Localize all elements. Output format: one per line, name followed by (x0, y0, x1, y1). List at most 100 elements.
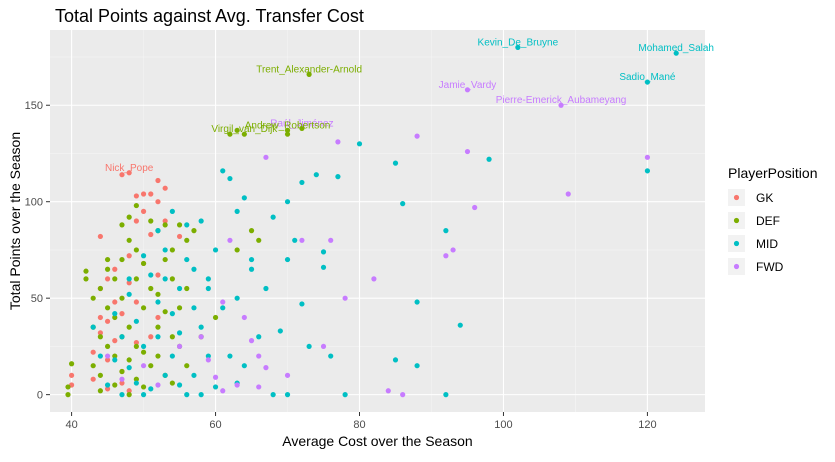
point-def (119, 368, 125, 375)
point-annotation: Kevin_De_Bruyne (478, 37, 559, 48)
point-gk (133, 218, 139, 224)
point-gk (119, 172, 125, 178)
point-def (68, 361, 75, 367)
point-gk (97, 330, 103, 336)
point-fwd (248, 338, 255, 344)
point-fwd (328, 237, 334, 243)
point-mid (205, 276, 211, 282)
point-def (306, 71, 312, 77)
grid-minor (50, 30, 705, 412)
point-def (83, 276, 89, 282)
point-def (90, 295, 96, 301)
point-fwd (256, 353, 262, 359)
point-mid (155, 228, 161, 234)
point-gk (162, 218, 168, 224)
point-mid (227, 353, 233, 359)
point-mid (392, 357, 399, 363)
point-def (169, 247, 175, 253)
point-fwd (284, 372, 291, 378)
point-fwd (644, 154, 651, 160)
point-mid (184, 256, 190, 263)
point-gk (148, 191, 154, 197)
legend-label-def: DEF (756, 214, 780, 228)
point-mid (133, 318, 139, 324)
point-fwd (342, 295, 348, 301)
point-fwd (320, 343, 327, 350)
point-gk (119, 311, 125, 317)
point-annotation: Nick_Pope (105, 163, 154, 174)
point-mid (356, 141, 363, 147)
legend-key-mid (733, 240, 740, 247)
plot-panel (50, 30, 705, 412)
point-fwd (205, 357, 211, 363)
point-mid (220, 305, 226, 311)
point-def (65, 384, 71, 390)
point-gk (148, 231, 154, 238)
point-def (284, 127, 291, 133)
point-def (133, 343, 139, 350)
point-mid (112, 311, 118, 317)
point-mid (205, 353, 211, 359)
point-def (119, 256, 125, 263)
legend-label-mid: MID (756, 237, 778, 251)
legend: PlayerPosition GK DEF MID FWD (728, 165, 818, 275)
point-mid (176, 285, 183, 292)
point-mid (248, 256, 255, 263)
point-def (155, 324, 161, 330)
point-mid (126, 291, 132, 297)
point-def (104, 343, 111, 350)
point-mid (284, 256, 291, 263)
y-tick-label: 100 (25, 197, 43, 209)
point-def (126, 324, 132, 330)
x-tick-label: 80 (353, 419, 365, 431)
point-mid (457, 322, 463, 328)
point-fwd (119, 376, 125, 382)
point-fwd (565, 191, 571, 197)
x-tick-label: 100 (494, 419, 512, 431)
y-tick-label: 50 (31, 293, 43, 305)
point-fwd (220, 299, 226, 305)
point-def (126, 237, 132, 243)
point-gk (162, 185, 168, 191)
point-mid (126, 276, 132, 282)
point-mid (191, 372, 197, 378)
point-mid (400, 201, 406, 207)
point-def (148, 218, 154, 224)
point-gk (104, 318, 111, 324)
point-mid (126, 365, 132, 371)
point-mid (169, 208, 175, 214)
point-gk (104, 276, 111, 282)
point-fwd (220, 388, 226, 394)
point-def (112, 353, 118, 359)
point-gk (68, 372, 75, 378)
point-mid (155, 334, 161, 340)
legend-items: GK DEF MID FWD (728, 189, 784, 275)
point-def (184, 363, 190, 369)
point-def (162, 222, 168, 228)
point-fwd (299, 237, 305, 243)
point-def (97, 388, 103, 394)
point-def (184, 285, 190, 292)
point-mid (414, 299, 420, 305)
x-tick-label: 120 (638, 419, 656, 431)
point-gk (97, 314, 103, 321)
point-mid (306, 343, 312, 350)
point-fwd (140, 363, 147, 369)
point-mid (256, 334, 262, 340)
point-def (234, 247, 240, 253)
point-annotation: Sadio_Mané (619, 72, 676, 83)
axis-layer: 40 60 80 100 120 0 50 100 150 (25, 100, 657, 431)
point-mid (184, 392, 190, 398)
point-mid (176, 382, 183, 388)
point-def (97, 372, 103, 378)
point-def (140, 260, 147, 267)
point-gk (155, 314, 161, 321)
point-mid (112, 357, 118, 363)
point-mid (392, 160, 399, 166)
point-mid (335, 174, 341, 180)
point-fwd (241, 314, 247, 321)
point-gk (133, 299, 139, 305)
point-mid (241, 195, 247, 201)
point-mid (212, 384, 219, 390)
